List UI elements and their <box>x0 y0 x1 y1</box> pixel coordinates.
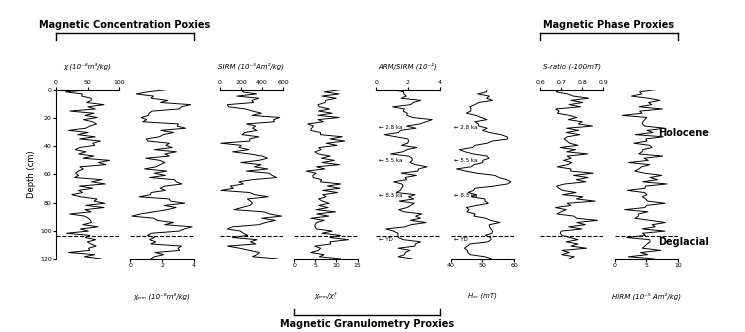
Y-axis label: Depth (cm): Depth (cm) <box>27 150 36 198</box>
Text: ← 8.3 ka: ← 8.3 ka <box>454 193 478 198</box>
Text: ← 2.8 ka: ← 2.8 ka <box>454 125 478 130</box>
Text: Deglacial: Deglacial <box>658 237 708 247</box>
Text: ← YD: ← YD <box>379 237 393 242</box>
Text: Hₑᵣ (mT): Hₑᵣ (mT) <box>468 292 497 299</box>
Text: ← 5.5 ka: ← 5.5 ka <box>379 158 403 163</box>
Text: χₐᵣₘ/χₗᶠ: χₐᵣₘ/χₗᶠ <box>314 292 337 299</box>
Text: Holocene: Holocene <box>658 128 708 138</box>
Text: Magnetic Phase Proxies: Magnetic Phase Proxies <box>543 20 675 30</box>
Text: χ (10⁻⁸m³/kg): χ (10⁻⁸m³/kg) <box>63 62 112 70</box>
Text: SIRM (10⁻⁵Am²/kg): SIRM (10⁻⁵Am²/kg) <box>218 62 285 70</box>
Text: χₐᵣₘ (10⁻⁸m³/kg): χₐᵣₘ (10⁻⁸m³/kg) <box>133 292 191 300</box>
Text: S-ratio (-100mT): S-ratio (-100mT) <box>543 63 600 70</box>
Text: ← 2.8 ka: ← 2.8 ka <box>379 125 403 130</box>
Text: ARM/SIRM (10⁻²): ARM/SIRM (10⁻²) <box>378 62 437 70</box>
Text: Magnetic Concentration Poxies: Magnetic Concentration Poxies <box>39 20 210 30</box>
Text: ← 5.5 ka: ← 5.5 ka <box>454 158 478 163</box>
Text: HIRM (10⁻⁵ Am²/kg): HIRM (10⁻⁵ Am²/kg) <box>612 292 681 300</box>
Text: ← YD: ← YD <box>454 237 468 242</box>
Text: Magnetic Granulometry Proxies: Magnetic Granulometry Proxies <box>280 319 454 329</box>
Text: ← 8.3 ka: ← 8.3 ka <box>379 193 403 198</box>
